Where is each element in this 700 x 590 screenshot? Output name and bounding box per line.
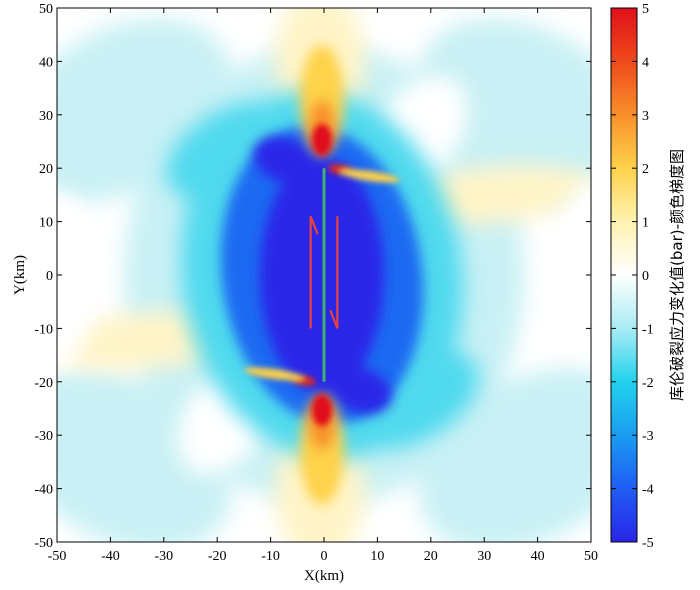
y-tick-label: 0 <box>46 269 53 284</box>
slip-arrow-head-up <box>309 215 319 235</box>
colorbar-ticks: 5 4 3 2 1 0 -1 -2 -3 -4 -5 <box>611 2 654 551</box>
colorbar-tick-label: -1 <box>642 322 654 337</box>
y-tick-label: 40 <box>39 55 53 70</box>
y-tick-label: -20 <box>34 376 53 391</box>
colorbar-tick-label: 5 <box>642 2 649 17</box>
y-axis: -50 -40 -30 -20 -10 0 10 20 30 40 50 <box>34 2 591 551</box>
x-axis-title: X(km) <box>304 568 344 584</box>
x-axis: -50 -40 -30 -20 -10 0 10 20 30 40 50 <box>48 8 598 564</box>
x-tick-label: 30 <box>477 549 491 564</box>
y-tick-label: 10 <box>39 216 53 231</box>
colorbar-tick-label: -2 <box>642 376 654 391</box>
slip-arrow-head-down <box>329 310 339 329</box>
colorbar-tick-label: -5 <box>642 536 654 551</box>
colorbar-tick-label: 3 <box>642 109 649 124</box>
x-tick-label: 10 <box>370 549 384 564</box>
x-tick-label: -50 <box>48 549 67 564</box>
colorbar-title: 库伦破裂应力变化值(bar)-颜色梯度图 <box>668 149 686 401</box>
colorbar-tick-label: -4 <box>642 483 654 498</box>
fault-overlay <box>309 168 339 382</box>
colorbar: 5 4 3 2 1 0 -1 -2 -3 -4 -5 库伦破裂应力变化值(bar)-颜色梯度图 <box>610 2 686 551</box>
y-tick-label: -50 <box>34 536 53 551</box>
colorbar-tick-label: 0 <box>642 269 649 284</box>
y-axis-title: Y(km) <box>12 255 28 295</box>
x-tick-label: -20 <box>208 549 227 564</box>
y-tick-label: -10 <box>34 322 53 337</box>
x-tick-label: 40 <box>531 549 545 564</box>
colorbar-tick-label: 2 <box>642 162 649 177</box>
x-tick-label: -10 <box>261 549 280 564</box>
y-tick-label: 50 <box>39 2 53 17</box>
colorbar-tick-label: 4 <box>642 55 649 70</box>
x-tick-label: -40 <box>101 549 120 564</box>
colorbar-tick-label: 1 <box>642 216 649 231</box>
y-tick-label: -40 <box>34 483 53 498</box>
x-tick-label: 50 <box>584 549 598 564</box>
x-tick-label: 20 <box>424 549 438 564</box>
y-tick-label: 30 <box>39 109 53 124</box>
colorbar-tick-label: -3 <box>642 429 654 444</box>
y-tick-label: -30 <box>34 429 53 444</box>
x-tick-label: -30 <box>154 549 173 564</box>
y-tick-label: 20 <box>39 162 53 177</box>
x-tick-label: 0 <box>321 549 328 564</box>
